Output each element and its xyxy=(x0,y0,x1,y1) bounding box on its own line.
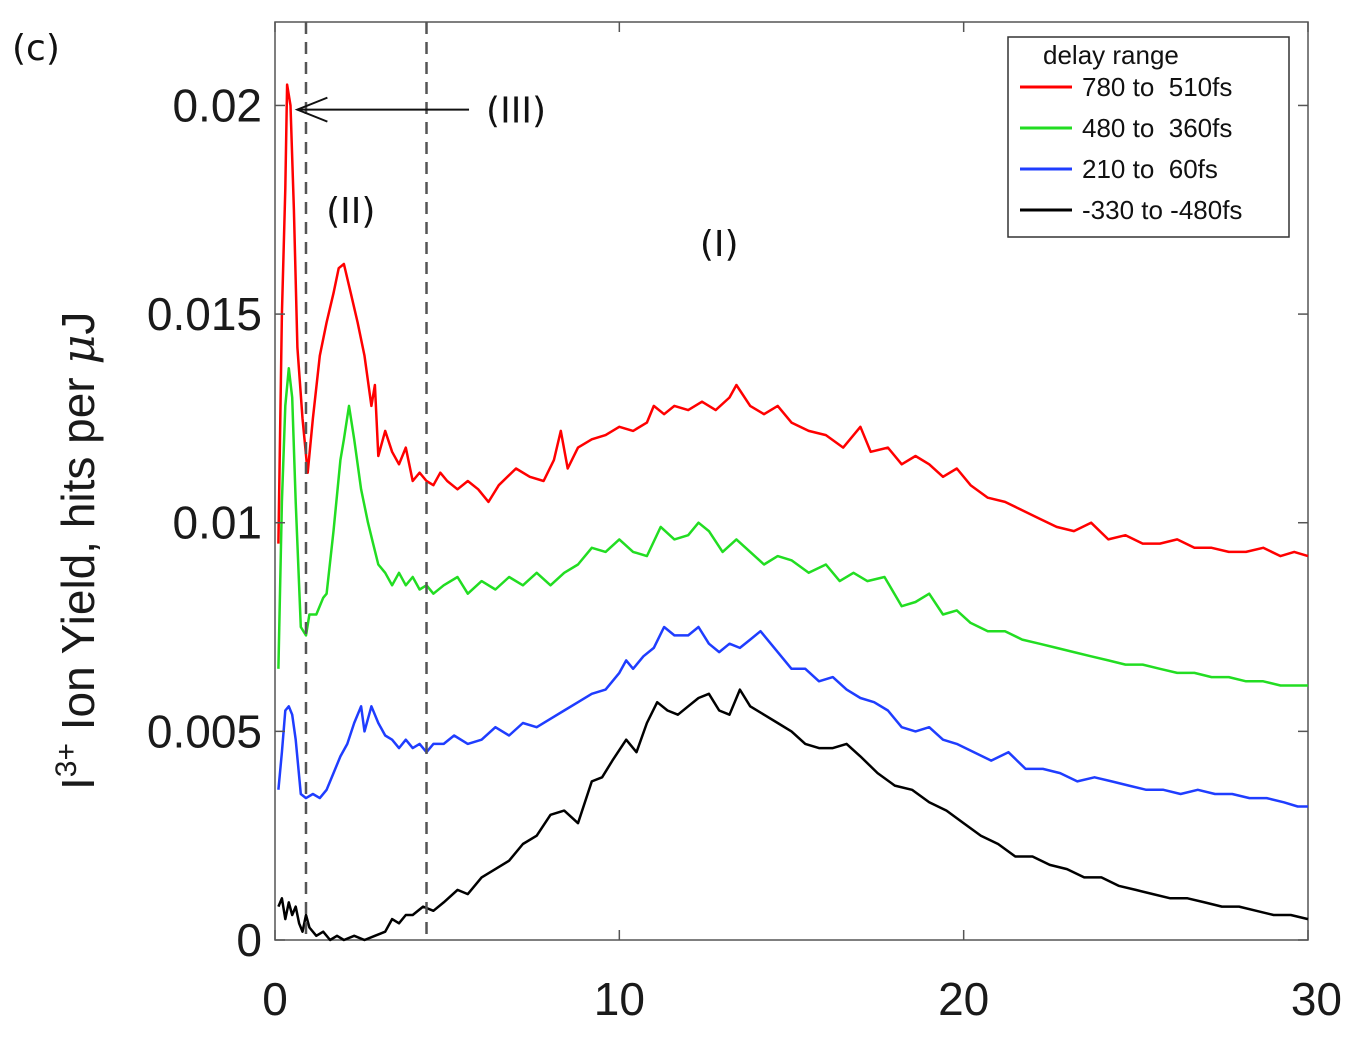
y-tick-label: 0.01 xyxy=(172,497,262,549)
y-axis-label: I3+ Ion Yield, hits per μJ xyxy=(50,312,105,790)
legend: delay range 780 to 510fs 480 to 360fs 210 … xyxy=(1007,36,1290,238)
y-tick-label: 0.005 xyxy=(147,705,262,757)
legend-items: 780 to 510fs 480 to 360fs 210 to 60fs -330 … xyxy=(1020,72,1242,225)
plot-frame xyxy=(274,21,1309,941)
y-label-mu: μ xyxy=(51,335,105,365)
x-tick-label: 10 xyxy=(594,973,645,1025)
x-axis-ticks: 0 10 20 30 xyxy=(262,22,1342,1025)
legend-entry-2: 480 to 360fs xyxy=(1082,113,1232,143)
legend-entry-4: -330 to -480fs xyxy=(1082,195,1242,225)
series-line-3 xyxy=(277,625,1308,808)
series-line-1 xyxy=(277,83,1309,558)
legend-entry-1: 780 to 510fs xyxy=(1082,72,1232,102)
series-line-2 xyxy=(277,367,1308,687)
series-line-4 xyxy=(277,688,1309,942)
legend-title: delay range xyxy=(1043,40,1179,70)
y-axis-ticks: 0 0.005 0.01 0.015 0.02 xyxy=(147,79,1308,966)
region-label-1: (III) xyxy=(486,91,546,132)
x-tick-label: 0 xyxy=(262,973,288,1025)
y-label-superscript: 3+ xyxy=(50,743,83,777)
region-label-2: (II) xyxy=(326,191,375,232)
y-label-base: I xyxy=(52,777,104,790)
series-layer xyxy=(277,83,1309,942)
y-label-unit: J xyxy=(52,312,104,335)
x-tick-label: 30 xyxy=(1291,973,1342,1025)
region-label-3: (I) xyxy=(700,224,739,265)
y-tick-label: 0.015 xyxy=(147,288,262,340)
x-tick-label: 20 xyxy=(938,973,989,1025)
annotations: (III) (II) (I) xyxy=(294,91,739,265)
y-tick-label: 0.02 xyxy=(172,79,262,131)
arrow-head xyxy=(294,96,328,123)
panel-label: (c) xyxy=(12,28,60,69)
y-tick-label: 0 xyxy=(236,914,262,966)
dashed-lines xyxy=(304,22,428,940)
y-label-text: Ion Yield, hits per xyxy=(52,365,104,743)
legend-entry-3: 210 to 60fs xyxy=(1082,154,1218,184)
legend-box xyxy=(1007,36,1290,238)
